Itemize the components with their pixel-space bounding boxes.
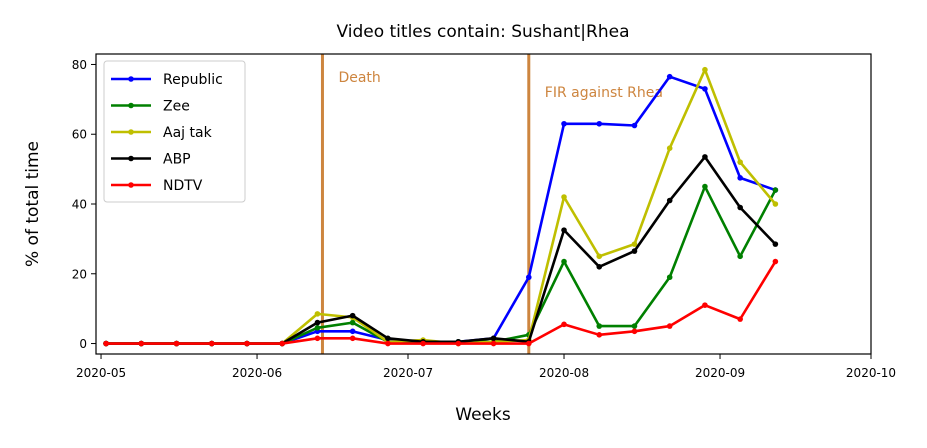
- data-point: [596, 253, 603, 260]
- legend-label: Republic: [163, 72, 223, 88]
- plot-frame: [95, 53, 872, 355]
- data-point: [737, 204, 743, 211]
- y-tick-label: 40: [72, 198, 87, 212]
- data-point: [103, 340, 109, 347]
- series-lines: [103, 66, 779, 347]
- x-tick-label: 2020-08: [539, 366, 589, 380]
- data-point: [772, 241, 779, 247]
- data-point: [772, 187, 779, 193]
- legend-marker: [128, 182, 134, 188]
- data-point: [561, 258, 567, 265]
- data-point: [349, 319, 356, 326]
- data-point: [314, 335, 321, 342]
- data-point: [349, 328, 356, 335]
- data-point: [702, 302, 708, 308]
- data-point: [525, 340, 532, 347]
- data-point: [702, 154, 708, 160]
- data-point: [138, 340, 145, 347]
- data-point: [596, 263, 603, 270]
- data-point: [420, 340, 426, 347]
- data-point: [349, 312, 356, 319]
- data-point: [631, 122, 638, 129]
- event-label: FIR against Rhea: [545, 85, 663, 101]
- data-point: [631, 248, 638, 254]
- data-point: [490, 340, 497, 347]
- legend-label: Zee: [163, 99, 190, 115]
- data-point: [314, 311, 321, 317]
- data-point: [279, 340, 286, 347]
- x-tick-label: 2020-05: [76, 366, 126, 380]
- event-label: Death: [338, 70, 380, 86]
- legend-marker: [128, 155, 134, 162]
- data-point: [666, 73, 673, 80]
- data-point: [702, 183, 708, 190]
- data-point: [666, 145, 673, 151]
- y-tick-label: 20: [72, 267, 87, 281]
- data-point: [737, 159, 743, 165]
- data-point: [666, 197, 673, 204]
- data-point: [455, 340, 462, 347]
- x-tick-label: 2020-06: [232, 366, 282, 380]
- data-point: [596, 332, 603, 338]
- data-point: [314, 325, 321, 331]
- legend-box: [103, 60, 246, 203]
- data-point: [737, 253, 743, 260]
- data-point: [666, 274, 673, 281]
- axis-ticks: 2020-05 2020-06 2020-07 2020-08 2020-09 2020-…: [72, 58, 896, 380]
- y-tick-label: 0: [79, 337, 87, 351]
- data-point: [349, 335, 356, 342]
- data-point: [561, 321, 567, 328]
- series-ndtv: [103, 258, 779, 347]
- x-tick-label: 2020-09: [695, 366, 745, 380]
- data-point: [385, 340, 391, 347]
- data-point: [772, 201, 779, 207]
- data-point: [631, 328, 638, 335]
- data-point: [702, 86, 708, 92]
- y-tick-label: 80: [72, 58, 87, 72]
- data-point: [737, 175, 743, 181]
- data-point: [525, 274, 532, 281]
- legend-marker: [128, 102, 134, 109]
- legend-label: ABP: [163, 152, 191, 168]
- data-point: [561, 227, 567, 233]
- legend: Republic Zee Aaj tak ABP NDTV: [103, 60, 246, 203]
- y-axis-title: % of total time: [23, 141, 43, 267]
- series-line: [106, 260, 777, 345]
- legend-marker: [128, 76, 134, 82]
- data-point: [385, 335, 391, 342]
- legend-marker: [128, 129, 134, 135]
- legend-label: Aaj tak: [163, 125, 213, 141]
- data-point: [314, 319, 321, 326]
- data-point: [490, 335, 497, 342]
- y-tick-label: 60: [72, 128, 87, 142]
- x-tick-label: 2020-10: [846, 366, 896, 380]
- data-point: [666, 323, 673, 329]
- data-point: [561, 194, 567, 200]
- chart-title: Video titles contain: Sushant|Rhea: [336, 22, 629, 42]
- event-lines: Death FIR against Rhea: [320, 54, 663, 354]
- x-axis-title: Weeks: [455, 405, 511, 425]
- data-point: [244, 340, 250, 347]
- data-point: [208, 340, 215, 347]
- data-point: [702, 66, 708, 73]
- data-point: [772, 258, 779, 265]
- data-point: [561, 120, 567, 127]
- data-point: [737, 316, 743, 322]
- legend-label: NDTV: [163, 178, 203, 194]
- x-tick-label: 2020-07: [383, 366, 433, 380]
- data-point: [596, 120, 603, 127]
- data-point: [173, 340, 180, 347]
- data-point: [596, 323, 603, 329]
- data-point: [631, 241, 638, 247]
- data-point: [631, 323, 638, 329]
